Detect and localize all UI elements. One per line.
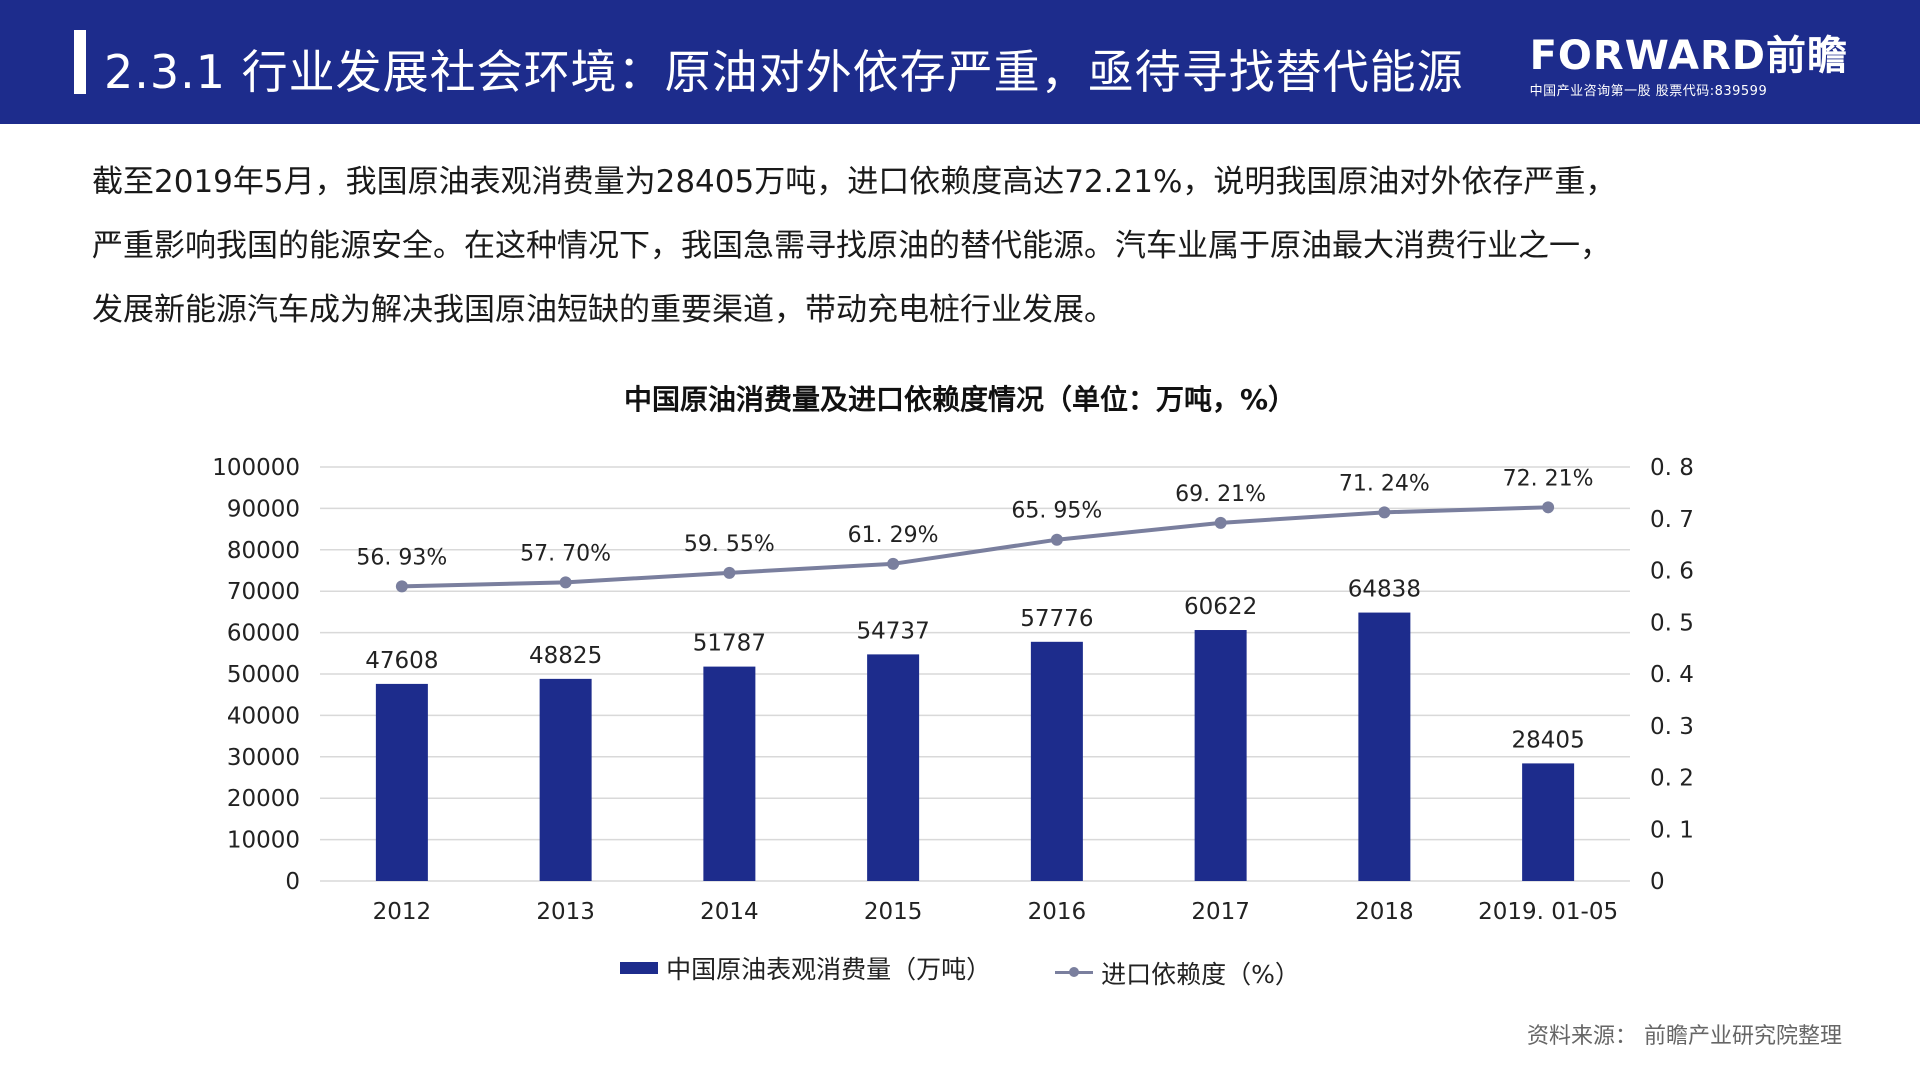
y-right-tick-label: 0: [1650, 869, 1665, 895]
dependency-line: [401, 505, 1549, 589]
bar-data-label: 48825: [529, 643, 602, 669]
y-right-tick-label: 0. 2: [1650, 766, 1694, 792]
line-data-label: 65. 95%: [1011, 499, 1102, 524]
line-data-label: 56. 93%: [356, 545, 447, 570]
bar-data-label: 60622: [1184, 594, 1257, 620]
intro-line: 发展新能源汽车成为解决我国原油短缺的重要渠道，带动充电桩行业发展。: [92, 292, 1115, 328]
intro-line: 严重影响我国的能源安全。在这种情况下，我国急需寻找原油的替代能源。汽车业属于原油…: [92, 228, 1611, 264]
y-right-tick-label: 0. 6: [1650, 559, 1694, 585]
y-right-tick-label: 0. 8: [1650, 455, 1694, 481]
y-left-tick-label: 100000: [212, 455, 300, 481]
y-left-tick-label: 50000: [227, 662, 300, 688]
title-accent-bar: [74, 30, 86, 94]
y-left-tick-label: 80000: [227, 538, 300, 564]
line-data-label: 61. 29%: [848, 523, 939, 548]
y-left-tick-label: 30000: [227, 745, 300, 771]
x-tick-label: 2012: [373, 899, 432, 925]
y-right-tick-label: 0. 5: [1650, 610, 1694, 636]
x-tick-label: 2018: [1355, 899, 1414, 925]
legend-label-consumption: 中国原油表观消费量（万吨）: [666, 955, 992, 984]
line-point: [1214, 516, 1227, 529]
y-left-tick-label: 20000: [227, 786, 300, 812]
y-left-tick-label: 90000: [227, 496, 300, 522]
header-banner: 2.3.1 行业发展社会环境：原油对外依存严重，亟待寻找替代能源 FORWARD…: [0, 0, 1920, 124]
y-right-tick-label: 0. 1: [1650, 817, 1694, 843]
x-tick-label: 2015: [864, 899, 923, 925]
bar: [703, 666, 756, 881]
y-right-tick-label: 0. 3: [1650, 714, 1694, 740]
combo-chart: 0 10000 20000 30000 40000 50000 60000 70000 8000…: [212, 455, 1694, 925]
legend-bar-swatch: [620, 962, 659, 974]
y-left-tick-label: 0: [285, 869, 300, 895]
legend-line-swatch: [1055, 967, 1094, 977]
bar: [375, 683, 428, 881]
logo-brand-text: FORWARD前瞻: [1529, 33, 1848, 79]
line-data-label: 71. 24%: [1339, 471, 1430, 496]
line-point: [559, 576, 572, 589]
line-data-label: 69. 21%: [1175, 482, 1266, 507]
source-note: 资料来源： 前瞻产业研究院整理: [1527, 1024, 1842, 1049]
bar: [1358, 612, 1411, 881]
intro-line: 截至2019年5月，我国原油表观消费量为28405万吨，进口依赖度高达72.21…: [92, 164, 1617, 200]
line-point: [887, 557, 900, 570]
y-left-tick-label: 40000: [227, 703, 300, 729]
bar: [867, 654, 920, 881]
bar: [1194, 630, 1247, 881]
bar: [1030, 641, 1083, 881]
bar: [1522, 763, 1575, 881]
legend-label-dependency: 进口依赖度（%）: [1101, 959, 1300, 989]
y-left-tick-label: 10000: [227, 828, 300, 854]
bar: [539, 678, 592, 881]
bar-data-label: 64838: [1348, 577, 1421, 603]
x-tick-label: 2017: [1191, 899, 1250, 925]
x-tick-label: 2016: [1028, 899, 1087, 925]
bar-data-label: 28405: [1512, 727, 1585, 753]
y-left-tick-label: 60000: [227, 621, 300, 647]
y-right-tick-label: 0. 4: [1650, 662, 1694, 688]
logo-tagline: 中国产业咨询第一股 股票代码:839599: [1529, 84, 1768, 99]
line-point: [1542, 501, 1555, 514]
chart-title: 中国原油消费量及进口依赖度情况（单位：万吨，%）: [623, 383, 1297, 416]
line-data-label: 59. 55%: [684, 532, 775, 557]
bar-data-label: 57776: [1020, 606, 1093, 632]
line-point: [1050, 533, 1063, 546]
legend-item-consumption: 中国原油表观消费量（万吨）: [620, 950, 991, 986]
line-point: [395, 580, 408, 593]
company-logo: FORWARD前瞻 中国产业咨询第一股 股票代码:839599: [1530, 34, 1848, 99]
legend-item-dependency: 进口依赖度（%）: [1055, 955, 1300, 991]
line-data-label: 72. 21%: [1503, 466, 1594, 491]
y-left-tick-label: 70000: [227, 579, 300, 605]
bar-data-label: 51787: [693, 631, 766, 657]
line-data-label: 57. 70%: [520, 541, 611, 566]
page-title: 2.3.1 行业发展社会环境：原油对外依存严重，亟待寻找替代能源: [104, 45, 1464, 99]
line-point: [1378, 506, 1391, 519]
y-right-tick-label: 0. 7: [1650, 507, 1694, 533]
x-tick-label: 2019. 01-05: [1478, 899, 1618, 925]
intro-paragraph: 截至2019年5月，我国原油表观消费量为28405万吨，进口依赖度高达72.21…: [92, 150, 1872, 342]
bar-data-label: 54737: [857, 618, 930, 644]
x-tick-label: 2014: [700, 899, 759, 925]
line-point: [723, 566, 736, 579]
x-tick-label: 2013: [536, 899, 595, 925]
bar-data-label: 47608: [365, 648, 438, 674]
chart-legend: 中国原油表观消费量（万吨） 进口依赖度（%）: [0, 950, 1920, 991]
